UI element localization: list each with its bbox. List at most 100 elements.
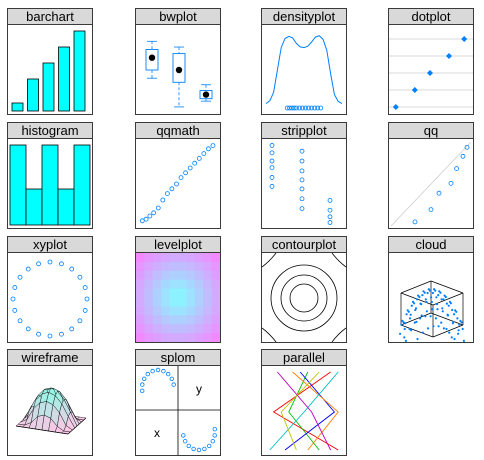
strip-point xyxy=(269,175,275,180)
splom-point xyxy=(196,447,202,453)
panel-title: stripplot xyxy=(262,123,346,139)
level-cell xyxy=(161,315,170,325)
parallel-line xyxy=(288,371,320,451)
level-cell xyxy=(144,261,154,272)
cloud-point xyxy=(440,298,443,301)
cloud-point xyxy=(460,321,463,324)
cloud-point xyxy=(429,315,432,318)
cloud-point xyxy=(408,327,411,331)
level-cell xyxy=(203,297,212,307)
cloud-point xyxy=(408,317,412,320)
plot-area xyxy=(390,141,472,227)
level-cell xyxy=(186,279,196,289)
strip-point xyxy=(299,148,305,154)
qq-point xyxy=(206,146,211,152)
level-cell xyxy=(203,270,212,281)
cloud-point xyxy=(421,294,424,297)
dot-point xyxy=(461,36,468,42)
xy-point xyxy=(59,331,64,337)
level-cell xyxy=(211,253,220,263)
panel-title: histogram xyxy=(8,123,92,139)
level-cell xyxy=(169,261,179,272)
contour-line xyxy=(331,327,346,342)
strip-point xyxy=(299,158,305,164)
panel-title: qqmath xyxy=(136,123,220,139)
cube-edge xyxy=(432,324,464,338)
panel-title: bwplot xyxy=(136,9,220,25)
contour-line xyxy=(270,264,338,332)
cloud-point xyxy=(461,327,464,331)
box-edge xyxy=(15,425,69,435)
qq-point xyxy=(174,181,179,187)
level-cell xyxy=(211,333,220,342)
level-cell xyxy=(161,333,170,342)
plot-area xyxy=(15,387,87,435)
level-cell xyxy=(194,288,204,298)
splom-point xyxy=(145,371,150,377)
bar xyxy=(11,102,24,112)
splom-point xyxy=(169,376,174,381)
plot-area xyxy=(262,253,346,342)
level-cell xyxy=(169,315,179,325)
xy-point xyxy=(59,261,64,267)
level-cell xyxy=(169,297,179,307)
panel-title: densityplot xyxy=(262,9,346,25)
level-cell xyxy=(211,270,220,281)
cloud-point xyxy=(410,329,413,332)
rug-point xyxy=(297,105,302,111)
cloud-point xyxy=(431,308,434,311)
strip-point xyxy=(269,165,275,171)
cube-edge xyxy=(430,280,464,294)
hist-bar xyxy=(57,188,75,226)
box-edge xyxy=(67,417,87,435)
panel-densityplot: densityplot xyxy=(261,8,347,115)
panel-barchart: barchart xyxy=(7,8,93,115)
xy-point xyxy=(84,296,90,302)
level-cell xyxy=(161,253,170,263)
cloud-point xyxy=(435,296,438,299)
level-cell xyxy=(161,306,170,316)
splom-label-y: y xyxy=(196,382,202,396)
rug-point xyxy=(303,105,308,111)
level-cell xyxy=(186,297,196,307)
level-cell xyxy=(178,297,187,307)
qq-point xyxy=(464,144,470,150)
cloud-point xyxy=(441,307,444,310)
cloud-point xyxy=(437,325,440,328)
splom-point xyxy=(161,368,166,374)
level-cell xyxy=(169,306,179,316)
reference-line xyxy=(390,141,472,227)
panel-title: qq xyxy=(389,123,473,139)
level-cell xyxy=(152,279,162,289)
xy-point xyxy=(17,274,23,280)
level-cell xyxy=(203,253,212,263)
qq-point xyxy=(428,207,434,212)
level-cell xyxy=(203,333,212,342)
cloud-point xyxy=(442,298,445,301)
level-cell xyxy=(136,297,145,307)
splom-point xyxy=(140,382,145,387)
panel-title: xyplot xyxy=(8,237,92,253)
box xyxy=(199,90,213,100)
qq-point xyxy=(192,160,198,166)
cloud-point xyxy=(449,302,453,305)
level-cell xyxy=(144,333,154,342)
parallel-line xyxy=(284,371,336,451)
level-cell xyxy=(194,306,204,316)
cloud-point xyxy=(407,310,410,313)
cloud-point xyxy=(451,322,454,325)
cloud-point xyxy=(405,313,408,316)
level-cell xyxy=(178,333,187,342)
level-cell xyxy=(203,279,212,289)
xy-point xyxy=(25,266,31,272)
panel-contourplot: contourplot xyxy=(261,236,347,343)
dot-point xyxy=(427,70,433,76)
cloud-point xyxy=(442,327,445,330)
level-cell xyxy=(211,297,220,307)
panel-xyplot: xyplot xyxy=(7,236,93,343)
splom-point xyxy=(166,371,171,377)
level-cell xyxy=(194,261,204,272)
panel-wireframe: wireframe xyxy=(7,349,93,456)
panel-parallel: parallel xyxy=(261,349,347,456)
qq-point xyxy=(183,170,188,176)
